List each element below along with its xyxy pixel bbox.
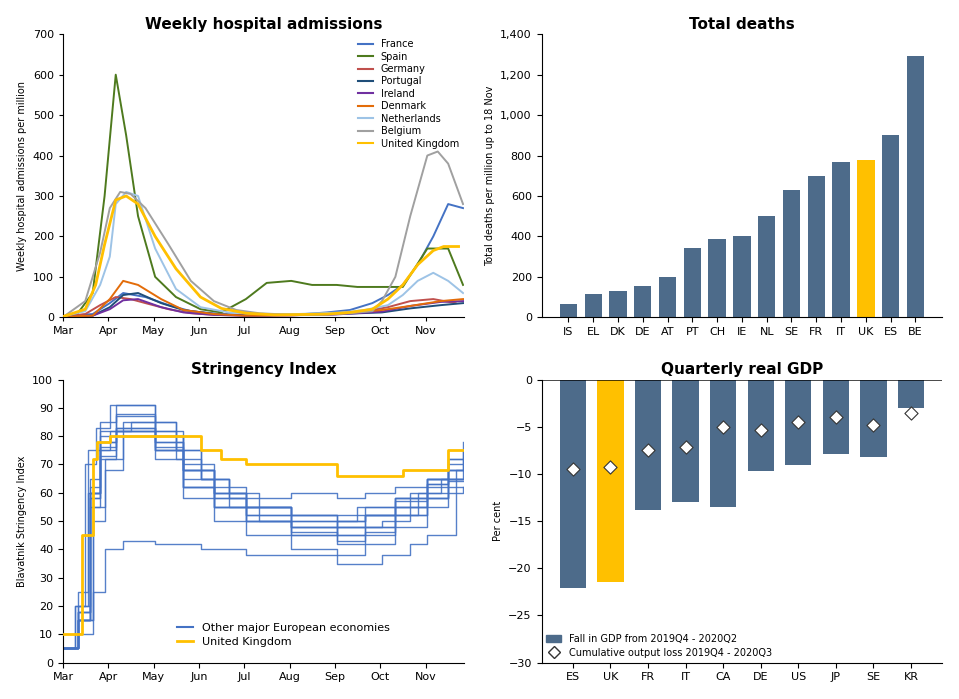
Bar <box>807 175 825 317</box>
Bar <box>734 236 751 317</box>
Bar <box>785 380 811 466</box>
Bar <box>709 240 726 317</box>
Bar <box>882 136 900 317</box>
Bar <box>907 57 924 317</box>
Point <box>678 442 693 453</box>
Point <box>753 424 768 435</box>
Y-axis label: Blavatnik Stringency Index: Blavatnik Stringency Index <box>16 455 27 586</box>
Bar <box>672 380 699 502</box>
Bar <box>898 380 924 408</box>
Bar <box>597 380 623 582</box>
Bar <box>860 380 886 457</box>
Bar <box>783 190 800 317</box>
Bar <box>832 161 850 317</box>
Title: Weekly hospital admissions: Weekly hospital admissions <box>145 17 382 31</box>
Bar <box>857 159 875 317</box>
Y-axis label: Total deaths per million up to 18 Nov: Total deaths per million up to 18 Nov <box>484 85 495 266</box>
Y-axis label: Per cent: Per cent <box>493 501 503 541</box>
Bar <box>758 216 776 317</box>
Legend: Other major European economies, United Kingdom: Other major European economies, United K… <box>173 618 394 651</box>
Point <box>866 419 881 431</box>
Bar <box>684 247 701 317</box>
Bar <box>634 286 651 317</box>
Point <box>603 462 619 473</box>
Bar <box>609 291 626 317</box>
Bar <box>823 380 849 454</box>
Bar <box>585 294 602 317</box>
Bar <box>710 380 737 507</box>
Y-axis label: Weekly hospital admissions per million: Weekly hospital admissions per million <box>17 81 27 271</box>
Point <box>565 463 580 475</box>
Title: Quarterly real GDP: Quarterly real GDP <box>661 362 823 377</box>
Title: Stringency Index: Stringency Index <box>191 362 337 377</box>
Bar <box>560 304 577 317</box>
Point <box>829 412 844 423</box>
Point <box>903 407 919 418</box>
Bar <box>748 380 774 471</box>
Point <box>715 421 731 432</box>
Title: Total deaths: Total deaths <box>690 17 795 31</box>
Bar <box>560 380 586 588</box>
Bar <box>659 277 676 317</box>
Point <box>641 445 656 456</box>
Point <box>790 417 806 428</box>
Legend: France, Spain, Germany, Portugal, Ireland, Denmark, Netherlands, Belgium, United: France, Spain, Germany, Portugal, Irelan… <box>359 39 459 148</box>
Bar <box>635 380 661 510</box>
Legend: Fall in GDP from 2019Q4 - 2020Q2, Cumulative output loss 2019Q4 - 2020Q3: Fall in GDP from 2019Q4 - 2020Q2, Cumula… <box>547 634 772 658</box>
